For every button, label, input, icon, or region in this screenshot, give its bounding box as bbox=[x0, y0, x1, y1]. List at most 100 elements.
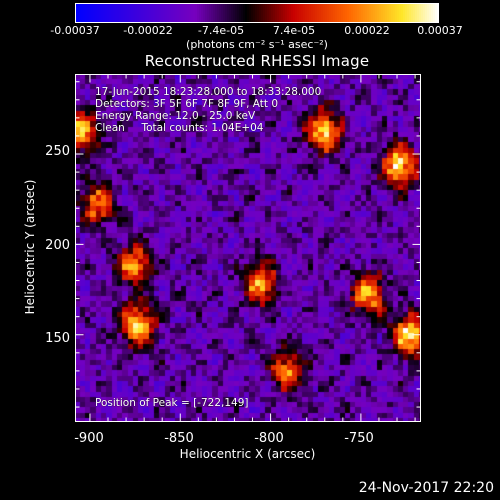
colorbar-segment bbox=[217, 3, 220, 23]
colorbar-segment bbox=[415, 3, 418, 23]
y-tick-label: 200 bbox=[45, 238, 70, 253]
colorbar-segment bbox=[191, 3, 194, 23]
colorbar-segment bbox=[235, 3, 238, 23]
colorbar-segment bbox=[251, 3, 254, 23]
colorbar-segment bbox=[215, 3, 218, 23]
colorbar-segment bbox=[121, 3, 124, 23]
colorbar-segment bbox=[317, 3, 320, 23]
colorbar-segment bbox=[309, 3, 312, 23]
colorbar-segment bbox=[147, 3, 150, 23]
colorbar-segment bbox=[311, 3, 314, 23]
colorbar-segment bbox=[305, 3, 308, 23]
colorbar-segment bbox=[433, 3, 436, 23]
colorbar-segment bbox=[89, 3, 92, 23]
colorbar-segment bbox=[269, 3, 272, 23]
colorbar-segment bbox=[337, 3, 340, 23]
colorbar-segment bbox=[99, 3, 102, 23]
colorbar-segment bbox=[213, 3, 216, 23]
colorbar-segment bbox=[257, 3, 260, 23]
colorbar-segment bbox=[175, 3, 178, 23]
colorbar-segment bbox=[395, 3, 398, 23]
colorbar-segment bbox=[239, 3, 242, 23]
colorbar-segment bbox=[417, 3, 420, 23]
colorbar-segment bbox=[247, 3, 250, 23]
colorbar-segment bbox=[371, 3, 374, 23]
colorbar-segment bbox=[177, 3, 180, 23]
colorbar-segment bbox=[373, 3, 376, 23]
colorbar-segment bbox=[221, 3, 224, 23]
colorbar-segment bbox=[79, 3, 82, 23]
colorbar-segment bbox=[227, 3, 230, 23]
colorbar-segment bbox=[339, 3, 342, 23]
colorbar-segment bbox=[129, 3, 132, 23]
colorbar-segment bbox=[283, 3, 286, 23]
colorbar-segment bbox=[345, 3, 348, 23]
colorbar-segment bbox=[313, 3, 316, 23]
colorbar-segment bbox=[185, 3, 188, 23]
colorbar-segment bbox=[229, 3, 232, 23]
colorbar-segment bbox=[133, 3, 136, 23]
y-tick-label: 150 bbox=[45, 331, 70, 346]
colorbar-tick-label: 0.00037 bbox=[417, 24, 463, 37]
colorbar-tick-label: -0.00037 bbox=[50, 24, 100, 37]
colorbar-segment bbox=[115, 3, 118, 23]
x-tick-label: -900 bbox=[74, 431, 104, 446]
colorbar-segment bbox=[193, 3, 196, 23]
colorbar-segment bbox=[195, 3, 198, 23]
colorbar-segment bbox=[425, 3, 428, 23]
colorbar-segment bbox=[151, 3, 154, 23]
colorbar-segment bbox=[341, 3, 344, 23]
colorbar-segment bbox=[223, 3, 226, 23]
colorbar-segment bbox=[219, 3, 222, 23]
colorbar-tick-label: 0.00022 bbox=[344, 24, 390, 37]
colorbar-segment bbox=[259, 3, 262, 23]
colorbar-segment bbox=[391, 3, 394, 23]
colorbar-segment bbox=[353, 3, 356, 23]
colorbar-segment bbox=[327, 3, 330, 23]
colorbar-segment bbox=[119, 3, 122, 23]
colorbar-segment bbox=[405, 3, 408, 23]
colorbar-segment bbox=[335, 3, 338, 23]
colorbar-segment bbox=[409, 3, 412, 23]
colorbar-segment bbox=[243, 3, 246, 23]
colorbar-tick-label: -0.00022 bbox=[123, 24, 173, 37]
colorbar-segment bbox=[241, 3, 244, 23]
colorbar-segment bbox=[375, 3, 378, 23]
info-detectors: Detectors: 3F 5F 6F 7F 8F 9F, Att 0 bbox=[95, 98, 279, 110]
colorbar-segment bbox=[93, 3, 96, 23]
colorbar-segment bbox=[381, 3, 384, 23]
colorbar-segment bbox=[367, 3, 370, 23]
colorbar-segment bbox=[307, 3, 310, 23]
colorbar-segment bbox=[197, 3, 200, 23]
colorbar-segment bbox=[179, 3, 182, 23]
colorbar-segment bbox=[275, 3, 278, 23]
colorbar-segment bbox=[107, 3, 110, 23]
colorbar-segment bbox=[411, 3, 414, 23]
axis-ticks bbox=[75, 74, 421, 422]
colorbar-segment bbox=[413, 3, 416, 23]
colorbar-segment bbox=[315, 3, 318, 23]
colorbar-segment bbox=[377, 3, 380, 23]
colorbar-segment bbox=[347, 3, 350, 23]
colorbar-segment bbox=[117, 3, 120, 23]
colorbar-segment bbox=[321, 3, 324, 23]
colorbar-segment bbox=[149, 3, 152, 23]
colorbar-segment bbox=[325, 3, 328, 23]
x-tick-label: -750 bbox=[344, 431, 374, 446]
colorbar-segment bbox=[205, 3, 208, 23]
colorbar-segment bbox=[95, 3, 98, 23]
colorbar-segment bbox=[393, 3, 396, 23]
colorbar-segment bbox=[155, 3, 158, 23]
colorbar-segment bbox=[189, 3, 192, 23]
colorbar-segment bbox=[255, 3, 258, 23]
colorbar-segment bbox=[127, 3, 130, 23]
colorbar-segment bbox=[85, 3, 88, 23]
colorbar-segment bbox=[323, 3, 326, 23]
colorbar-segment bbox=[357, 3, 360, 23]
colorbar-segment bbox=[231, 3, 234, 23]
info-clean-counts: Clean Total counts: 1.04E+04 bbox=[95, 122, 264, 134]
y-tick-label: 250 bbox=[45, 144, 70, 159]
colorbar bbox=[75, 3, 439, 23]
colorbar-segment bbox=[331, 3, 334, 23]
colorbar-segment bbox=[355, 3, 358, 23]
